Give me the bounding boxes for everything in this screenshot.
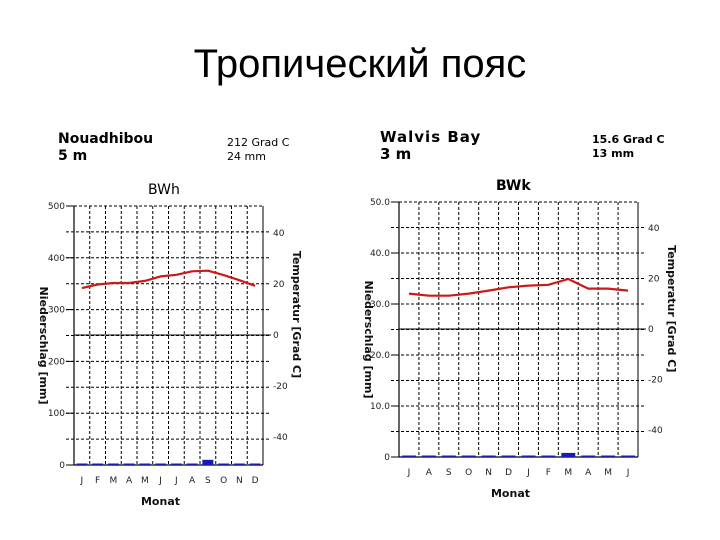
precip-bar [249,463,261,465]
month-label: S [446,468,452,478]
month-label: A [585,468,592,478]
climate-chart-walvis-bay: 50.0 40.0 30.0 20.0 10.0 0 40 20 0 -20 -40 J A S O N D J F… [362,198,678,500]
month-label: S [205,476,211,486]
temperature-line [81,269,256,290]
precip-bar [421,455,436,457]
month-label: D [505,468,512,478]
climate-class-left: BWh [148,182,180,198]
y-tick-label: 30.0 [370,300,390,310]
y-tick-label: 100 [48,409,65,419]
month-label: J [407,468,411,478]
y2-tick-label: -40 [648,426,663,436]
precip-bar [601,455,616,457]
climate-class-right: BWk [496,178,531,194]
y2-tick-label: 40 [648,224,660,234]
precip-bar [107,463,119,465]
y2-axis-label: Temperatur [Grad C] [665,245,678,372]
y-tick-label: 20.0 [370,351,390,361]
precip-bar [139,463,151,465]
precip-bar [621,455,636,457]
month-label: N [236,476,243,486]
precip-bar [541,455,556,457]
x-axis-label: Monat [141,495,180,508]
precip-bar [218,463,230,465]
precip-bar [401,455,416,457]
station-name-left: Nouadhibou [58,131,154,147]
station-elevation-right: 3 m [380,145,412,163]
y-tick-label: 300 [48,306,65,316]
month-label: M [564,468,572,478]
precip-left: 24 mm [227,150,266,163]
y-tick-label: 0 [59,461,65,471]
y-tick-label: 200 [48,357,65,367]
station-elevation-left: 5 m [58,148,88,164]
y2-tick-label: -20 [648,376,663,386]
precip-bar [441,455,456,457]
month-label: O [220,476,227,486]
station-name-right: Walvis Bay [380,128,482,146]
mean-temp-left: 212 Grad C [227,136,290,149]
precip-bar [76,463,88,465]
month-label: D [252,476,259,486]
precip-bar [123,463,135,465]
y-tick-label: 400 [48,254,65,264]
precip-bar [521,455,536,457]
precip-bar [561,452,576,457]
month-label: A [189,476,196,486]
y2-tick-label: 0 [273,331,279,341]
precip-bar [202,459,214,465]
y-axis-label: Niederschlag [mm] [37,287,50,405]
y-tick-label: 50.0 [370,198,390,208]
mean-temp-right: 15.6 Grad C [592,133,665,146]
y-axis-label: Niederschlag [mm] [362,281,375,399]
y-tick-label: 0 [384,453,390,463]
month-label: F [546,468,551,478]
slide-title: Тропический пояс [193,42,527,86]
month-label: O [465,468,472,478]
month-label: J [526,468,530,478]
y2-tick-label: -20 [273,382,288,392]
y-tick-label: 10.0 [370,402,390,412]
y2-tick-label: 0 [648,325,654,335]
precip-bar [581,455,596,457]
y2-tick-label: -40 [273,433,288,443]
precip-right: 13 mm [592,147,635,160]
precip-bar [501,455,516,457]
month-label: J [80,476,84,486]
precip-bar [481,455,496,457]
month-label: J [174,476,178,486]
precip-bar [461,455,476,457]
month-label: M [604,468,612,478]
temperature-line [408,277,629,297]
y2-tick-label: 20 [273,280,285,290]
month-label: M [141,476,149,486]
month-label: A [126,476,133,486]
month-label: J [626,468,630,478]
y-tick-label: 500 [48,202,65,212]
precip-bar [186,463,198,465]
month-label: J [158,476,162,486]
y2-axis-label: Temperatur [Grad C] [290,251,303,378]
month-label: F [95,476,100,486]
precip-bar [170,463,182,465]
month-label: M [109,476,117,486]
x-axis-label: Monat [491,487,530,500]
precip-bar [155,463,167,465]
precip-bar [92,463,104,465]
precip-bar [233,463,245,465]
y-tick-label: 40.0 [370,249,390,259]
month-label: A [426,468,433,478]
y2-tick-label: 20 [648,275,660,285]
y2-tick-label: 40 [273,229,285,239]
month-label: N [485,468,492,478]
